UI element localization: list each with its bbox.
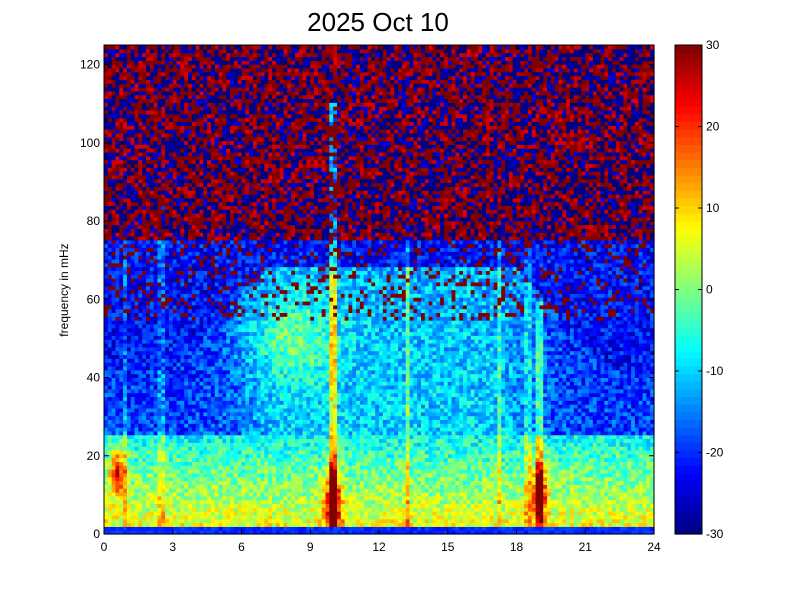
colorbar-swatch <box>675 396 702 405</box>
colorbar-swatch <box>675 365 702 375</box>
y-tick-label: 120 <box>80 58 100 72</box>
colorbar-axis: -30 -20 -10 0 10 20 30 <box>675 38 724 541</box>
colorbar-swatch <box>675 190 702 199</box>
colorbar-swatch <box>675 60 702 69</box>
colorbar-swatch <box>675 236 702 245</box>
colorbar-swatch <box>675 197 702 207</box>
colorbar-swatch <box>675 511 702 520</box>
x-tick-label: 6 <box>238 540 245 554</box>
colorbar-tick-label: 30 <box>706 38 720 52</box>
x-tick-label: 15 <box>441 540 455 554</box>
colorbar-swatch <box>675 129 702 138</box>
x-tick-label: 9 <box>307 540 314 554</box>
colorbar-swatch <box>675 182 702 191</box>
colorbar-swatch <box>675 495 702 505</box>
colorbar-swatch <box>675 98 702 107</box>
y-axis-label: frequency in mHz <box>57 243 71 336</box>
colorbar-tick-label: 0 <box>706 283 713 297</box>
colorbar-swatch <box>675 526 702 535</box>
colorbar-swatch <box>675 381 702 390</box>
colorbar-swatch <box>675 83 702 92</box>
colorbar-swatch <box>675 488 702 497</box>
colorbar-swatch <box>675 228 702 237</box>
y-tick-label: 20 <box>87 449 101 463</box>
colorbar-swatch <box>675 90 702 100</box>
colorbar-swatch <box>675 442 702 451</box>
x-axis: 0 3 6 9 12 15 18 21 24 <box>101 45 661 554</box>
colorbar-tick-label: -30 <box>706 527 724 541</box>
x-tick-label: 24 <box>647 540 661 554</box>
colorbar-swatch <box>675 472 702 482</box>
colorbar-swatch <box>675 106 702 115</box>
colorbar-swatch <box>675 75 702 84</box>
colorbar-swatch <box>675 251 702 260</box>
spectrogram-heatmap <box>104 45 655 535</box>
colorbar-swatch <box>675 205 702 214</box>
colorbar-swatch <box>675 373 702 382</box>
colorbar-swatch <box>675 213 702 222</box>
colorbar-swatch <box>675 159 702 168</box>
colorbar-swatch <box>675 449 702 459</box>
colorbar-swatch <box>675 404 702 413</box>
x-tick-label: 12 <box>372 540 386 554</box>
x-tick-label: 18 <box>510 540 524 554</box>
y-tick-label: 100 <box>80 136 100 150</box>
colorbar-tick-label: -20 <box>706 446 724 460</box>
x-tick-label: 0 <box>101 540 108 554</box>
colorbar-swatch <box>675 243 702 252</box>
colorbar-swatch <box>675 327 702 336</box>
colorbar-swatch <box>675 304 702 314</box>
colorbar-swatch <box>675 258 702 268</box>
y-tick-label: 40 <box>87 371 101 385</box>
colorbar-swatch <box>675 427 702 436</box>
colorbar-swatch <box>675 45 702 54</box>
colorbar-swatch <box>675 151 702 161</box>
colorbar-swatch <box>675 434 702 443</box>
colorbar-swatch <box>675 113 702 123</box>
colorbar-swatch <box>675 174 702 184</box>
colorbar-swatch <box>675 342 702 352</box>
colorbar-swatch <box>675 518 702 527</box>
colorbar-swatch <box>675 274 702 283</box>
colorbar-swatch <box>675 167 702 176</box>
colorbar-swatch <box>675 350 702 359</box>
colorbar <box>675 45 702 535</box>
colorbar-swatch <box>675 480 702 489</box>
colorbar-swatch <box>675 411 702 420</box>
chart-title: 2025 Oct 10 <box>307 7 449 37</box>
y-tick-label: 80 <box>87 214 101 228</box>
colorbar-swatch <box>675 121 702 130</box>
y-tick-label: 60 <box>87 292 101 306</box>
colorbar-swatch <box>675 144 702 153</box>
colorbar-swatch <box>675 388 702 398</box>
colorbar-swatch <box>675 358 702 367</box>
colorbar-swatch <box>675 289 702 298</box>
colorbar-swatch <box>675 335 702 344</box>
colorbar-swatch <box>675 136 702 145</box>
colorbar-swatch <box>675 52 702 61</box>
colorbar-swatch <box>675 320 702 329</box>
colorbar-swatch <box>675 266 702 275</box>
colorbar-swatch <box>675 419 702 428</box>
colorbar-swatch <box>675 297 702 306</box>
y-axis: 0 20 40 60 80 100 120 <box>80 58 654 541</box>
y-tick-label: 0 <box>93 527 100 541</box>
colorbar-swatch <box>675 465 702 474</box>
colorbar-swatch <box>675 503 702 512</box>
colorbar-tick-label: 20 <box>706 120 720 134</box>
colorbar-swatch <box>675 312 702 321</box>
colorbar-tick-label: 10 <box>706 201 720 215</box>
colorbar-tick-label: -10 <box>706 364 724 378</box>
x-tick-label: 3 <box>169 540 176 554</box>
colorbar-swatch <box>675 67 702 77</box>
colorbar-swatch <box>675 281 702 291</box>
x-tick-label: 21 <box>579 540 593 554</box>
colorbar-swatch <box>675 220 702 229</box>
colorbar-swatch <box>675 457 702 466</box>
